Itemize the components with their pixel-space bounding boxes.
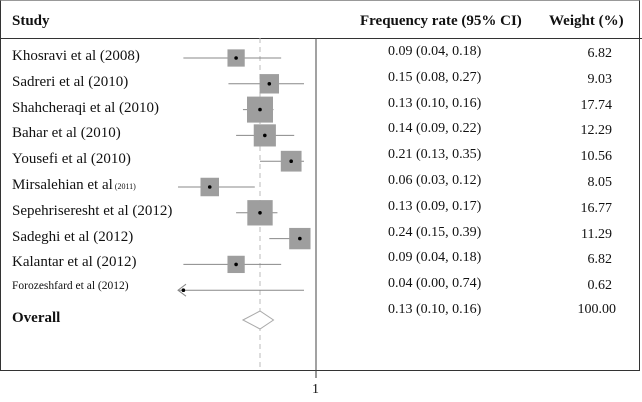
study-ci-value: 0.06 (0.03, 0.12) bbox=[388, 173, 482, 188]
header-divider bbox=[0, 38, 642, 39]
overall-weight-value: 100.00 bbox=[577, 302, 617, 317]
study-point-estimate bbox=[234, 56, 238, 60]
overall-ci-value: 0.13 (0.10, 0.16) bbox=[388, 302, 482, 317]
study-label: Sadreri et al (2010) bbox=[12, 74, 128, 91]
study-point-estimate bbox=[234, 262, 238, 267]
study-ci-value: 0.15 (0.08, 0.27) bbox=[388, 69, 482, 85]
ci-column-header: Frequency rate (95% CI) bbox=[360, 13, 522, 29]
study-weight-value: 0.62 bbox=[587, 278, 613, 294]
study-point-estimate bbox=[181, 288, 186, 293]
study-name: Shahcheraqi et al (2010) bbox=[12, 99, 160, 116]
study-ci-value: 0.09 (0.04, 0.18) bbox=[388, 44, 482, 59]
study-name: Yousefi et al (2010) bbox=[12, 151, 131, 168]
study-label: Mirsalehian et al (2011) bbox=[12, 177, 136, 194]
study-weight-value: 11.29 bbox=[581, 226, 612, 242]
study-ci-value: 0.14 (0.09, 0.22) bbox=[388, 121, 482, 137]
study-weight-value: 8.05 bbox=[587, 175, 613, 190]
study-weight-value: 6.82 bbox=[587, 46, 613, 61]
study-point-estimate bbox=[289, 159, 293, 163]
study-ci-value: 0.04 (0.00, 0.74) bbox=[388, 276, 482, 292]
study-label: Bahar et al (2010) bbox=[12, 125, 121, 142]
study-name: Forozeshfard et al (2012) bbox=[12, 280, 129, 293]
study-name: Sadeghi et al (2012) bbox=[12, 228, 134, 245]
study-name: Khosravi et al (2008) bbox=[12, 48, 140, 64]
study-label: Yousefi et al (2010) bbox=[12, 151, 131, 168]
study-name: Sepehriseresht et al (2012) bbox=[12, 202, 173, 219]
study-point-estimate bbox=[263, 133, 267, 138]
study-ci-value: 0.09 (0.04, 0.18) bbox=[388, 250, 482, 266]
study-point-estimate bbox=[267, 82, 272, 86]
study-label: Shahcheraqi et al (2010) bbox=[12, 100, 159, 117]
study-name: Mirsalehian et al bbox=[12, 177, 113, 193]
study-ci-value: 0.13 (0.09, 0.17) bbox=[388, 198, 482, 214]
x-axis-tick-label: 1 bbox=[312, 382, 319, 397]
study-column-header: Study bbox=[12, 13, 50, 29]
study-ci-value: 0.13 (0.10, 0.16) bbox=[388, 95, 482, 111]
study-point-estimate bbox=[258, 107, 262, 112]
overall-diamond bbox=[241, 310, 275, 330]
study-name: Kalantar et al (2012) bbox=[12, 254, 137, 271]
study-label: Sepehriseresht et al (2012) bbox=[12, 203, 172, 220]
study-label: Khosravi et al (2008) bbox=[12, 48, 140, 65]
study-label: Kalantar et al (2012) bbox=[12, 254, 137, 271]
study-year-suffix: (2011) bbox=[112, 182, 136, 191]
study-name: Bahar et al (2010) bbox=[12, 125, 121, 142]
study-ci-value: 0.21 (0.13, 0.35) bbox=[388, 147, 482, 163]
study-weight-value: 12.29 bbox=[580, 123, 613, 139]
study-weight-value: 6.82 bbox=[587, 252, 613, 268]
weight-column-header: Weight (%) bbox=[549, 13, 624, 29]
overall-label: Overall bbox=[12, 310, 61, 326]
ci-arrow-left bbox=[177, 283, 187, 297]
study-name: Sadreri et al (2010) bbox=[12, 73, 129, 90]
study-weight-value: 17.74 bbox=[580, 97, 613, 113]
study-ci-value: 0.24 (0.15, 0.39) bbox=[388, 224, 482, 240]
study-point-estimate bbox=[298, 236, 302, 241]
study-label: Forozeshfard et al (2012) bbox=[12, 280, 129, 292]
study-weight-value: 16.77 bbox=[580, 200, 613, 216]
study-weight-value: 9.03 bbox=[587, 71, 613, 87]
study-label: Sadeghi et al (2012) bbox=[12, 229, 133, 246]
forest-plot-frame bbox=[0, 0, 640, 371]
study-point-estimate bbox=[258, 211, 262, 215]
study-weight-value: 10.56 bbox=[580, 149, 613, 165]
study-point-estimate bbox=[207, 185, 212, 189]
